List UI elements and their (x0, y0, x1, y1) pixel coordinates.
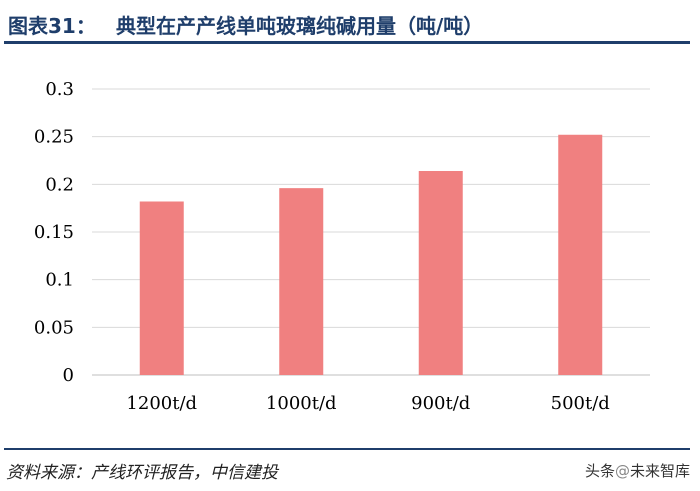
watermark: 头条@未来智库 (585, 460, 690, 481)
y-tick-label: 0.2 (45, 174, 74, 195)
watermark-name: 未来智库 (629, 462, 690, 480)
y-tick-label: 0.15 (34, 222, 74, 243)
x-tick-label: 1000t/d (266, 393, 337, 414)
watermark-prefix: 头条 (584, 462, 615, 480)
y-tick-label: 0.3 (45, 79, 74, 100)
y-tick-label: 0.05 (34, 317, 74, 338)
top-rule (4, 41, 690, 44)
grid-layer (92, 88, 650, 376)
bar-layer (139, 134, 603, 375)
y-tick-label: 0.25 (34, 127, 74, 148)
x-tick-label: 1200t/d (126, 393, 197, 414)
bar (279, 188, 324, 375)
source-note: 资料来源：产线环评报告，中信建投 (6, 463, 278, 483)
figure-title: 典型在产产线单吨玻璃纯碱用量（吨/吨） (116, 14, 484, 38)
bottom-rule (4, 448, 690, 450)
x-tick-layer: 1200t/d 1000t/d 900t/d 500t/d (126, 393, 609, 414)
bar (558, 134, 603, 375)
x-tick-label: 500t/d (551, 393, 610, 414)
y-tick-label: 0 (63, 365, 74, 386)
bar (418, 170, 463, 375)
bar (139, 201, 184, 375)
title-bar: 图表31： 典型在产产线单吨玻璃纯碱用量（吨/吨） (6, 4, 688, 40)
y-tick-label: 0.1 (45, 270, 74, 291)
y-tick-layer: 0 0.05 0.1 0.15 0.2 0.25 0.3 (34, 79, 74, 386)
x-tick-label: 900t/d (411, 393, 470, 414)
watermark-at: @ (614, 462, 630, 480)
figure-label: 图表31： (8, 14, 96, 38)
